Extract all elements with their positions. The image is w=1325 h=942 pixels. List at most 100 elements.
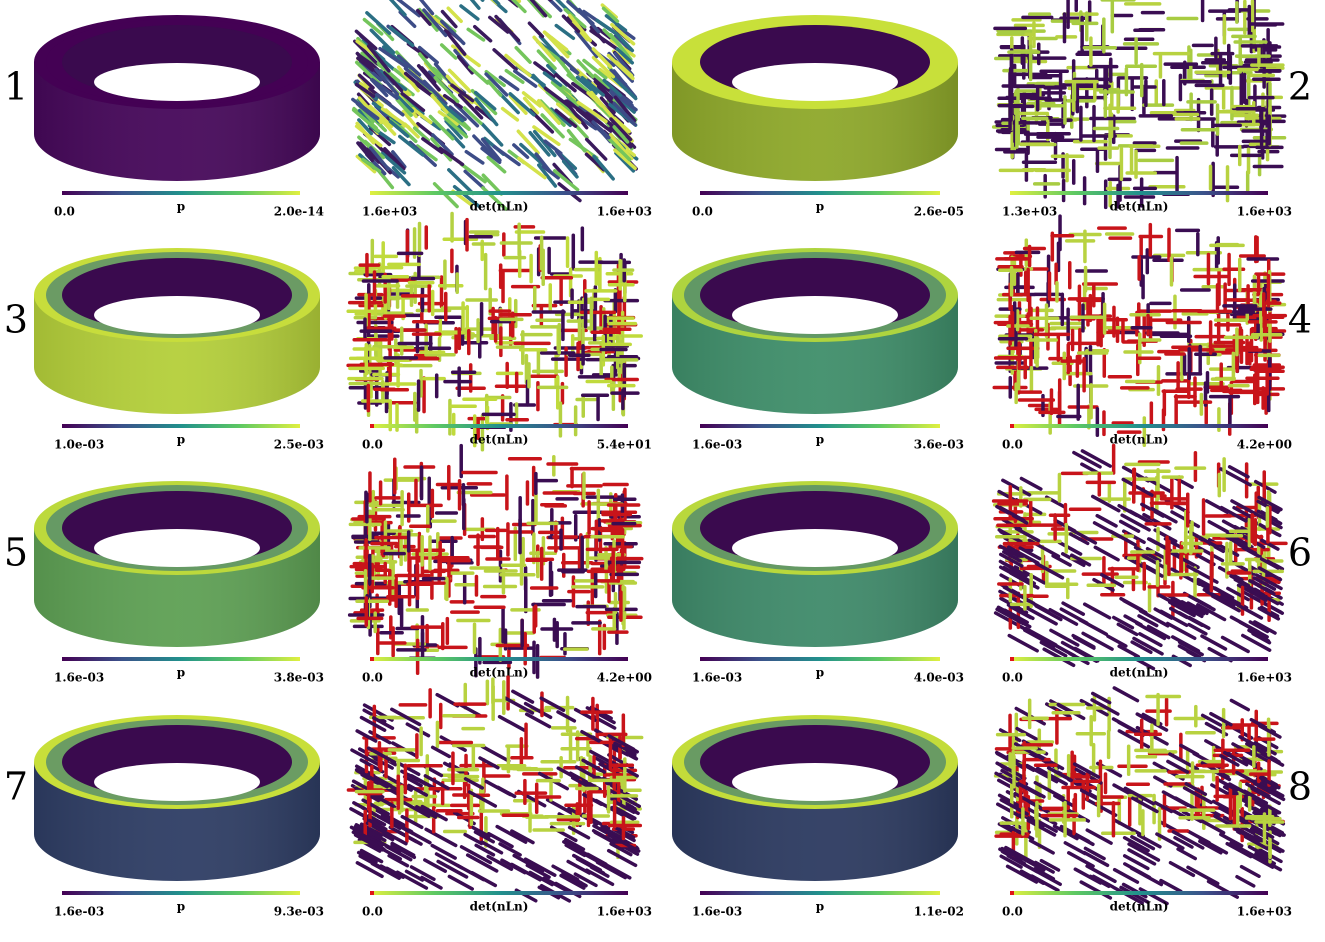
fiber <box>354 29 378 51</box>
fiber <box>355 154 377 174</box>
fiber <box>580 730 601 743</box>
fiber <box>1093 545 1120 562</box>
fiber <box>604 14 628 32</box>
colorbar-max: 4.0e-03 <box>914 671 964 685</box>
fiber <box>603 862 632 880</box>
fiber <box>480 137 502 163</box>
fiber <box>351 97 380 121</box>
fiber <box>1239 864 1261 878</box>
fiber <box>356 56 375 72</box>
fiber <box>1084 797 1118 817</box>
fiber <box>457 93 484 120</box>
fiber <box>1252 576 1277 591</box>
fiber <box>1024 605 1058 626</box>
fiber <box>1123 786 1156 806</box>
fiber <box>1130 640 1153 655</box>
fiber <box>478 756 500 770</box>
fiber <box>411 107 433 125</box>
fiber <box>366 44 391 73</box>
fiber <box>561 14 581 34</box>
fiber <box>371 716 395 730</box>
fiber <box>362 17 384 36</box>
fiber <box>405 722 431 738</box>
fiber <box>496 785 517 799</box>
colorbar-max: 1.6e+03 <box>1237 205 1292 219</box>
colorbar-min: 1.6e+03 <box>362 205 417 219</box>
fiber <box>521 91 542 108</box>
fiber <box>550 80 580 107</box>
fiber <box>1215 777 1239 792</box>
fiber <box>492 48 518 72</box>
fiber <box>448 105 467 121</box>
colorbar <box>700 424 940 428</box>
ring-hole <box>94 296 260 334</box>
fiber <box>488 15 510 34</box>
fiber <box>1173 476 1194 489</box>
colorbar-label: det(nLn) <box>470 200 529 214</box>
ring-hole <box>732 763 898 801</box>
fiber <box>378 840 402 855</box>
fiber <box>1090 698 1120 716</box>
ring-hole <box>94 529 260 567</box>
fiber <box>504 68 525 84</box>
fiber <box>459 845 493 865</box>
panel: 1 0.0 p 2.0e-14 1.6e+03 det(nLn) 1.6e+03 <box>4 0 652 219</box>
fiber <box>430 843 457 860</box>
fiber <box>1116 622 1139 637</box>
colorbar-label: p <box>177 433 185 447</box>
fiber <box>388 25 415 48</box>
fiber <box>1001 478 1032 497</box>
colorbar-max: 3.8e-03 <box>274 671 324 685</box>
fiber <box>351 108 381 133</box>
fiber <box>492 144 521 167</box>
fiber <box>602 78 623 97</box>
fiber <box>484 69 506 88</box>
fiber <box>1016 781 1042 798</box>
fiber <box>1028 838 1055 855</box>
fiber <box>401 800 431 818</box>
fiber <box>577 7 601 34</box>
fiber <box>512 143 530 160</box>
fiber <box>1014 526 1041 543</box>
colorbar-min: 0.0 <box>54 205 75 219</box>
fiber <box>1068 532 1090 546</box>
fiber <box>421 137 444 155</box>
fiber <box>1187 530 1219 549</box>
fiber <box>467 823 491 839</box>
fiber <box>609 68 628 87</box>
fiber <box>538 34 565 63</box>
fiber <box>497 714 526 732</box>
colorbar-max: 2.5e-03 <box>274 438 324 452</box>
fiber <box>508 92 536 117</box>
panel-number: 8 <box>1288 765 1312 809</box>
fiber <box>401 109 419 130</box>
fiber <box>575 857 606 875</box>
fiber <box>526 0 546 18</box>
fiber <box>1053 794 1075 808</box>
colorbar <box>1010 191 1268 195</box>
fiber <box>402 774 423 788</box>
fiber <box>1129 866 1164 887</box>
fiber <box>366 746 397 764</box>
fiber <box>574 29 599 59</box>
colorbar-max: 1.6e+03 <box>1237 671 1292 685</box>
fiber <box>395 97 413 117</box>
colorbar-max: 4.2e+00 <box>597 671 652 685</box>
fiber <box>396 0 421 18</box>
fiber <box>585 111 613 133</box>
fiber <box>573 872 598 888</box>
fiber <box>1227 465 1250 479</box>
colorbar-max: 9.3e-03 <box>274 905 324 919</box>
fiber <box>352 828 384 848</box>
fiber <box>400 814 424 830</box>
fiber <box>593 79 614 100</box>
fiber <box>1048 607 1079 626</box>
fiber <box>1222 785 1251 802</box>
panel: 5 1.6e-03 p 3.8e-03 0.0 det(nLn) 4.2e+00 <box>4 443 652 685</box>
fiber <box>390 843 417 860</box>
fiber <box>998 505 1026 523</box>
fiber <box>474 97 499 127</box>
fiber <box>612 101 637 127</box>
fiber <box>1006 603 1035 621</box>
fiber <box>500 106 520 122</box>
